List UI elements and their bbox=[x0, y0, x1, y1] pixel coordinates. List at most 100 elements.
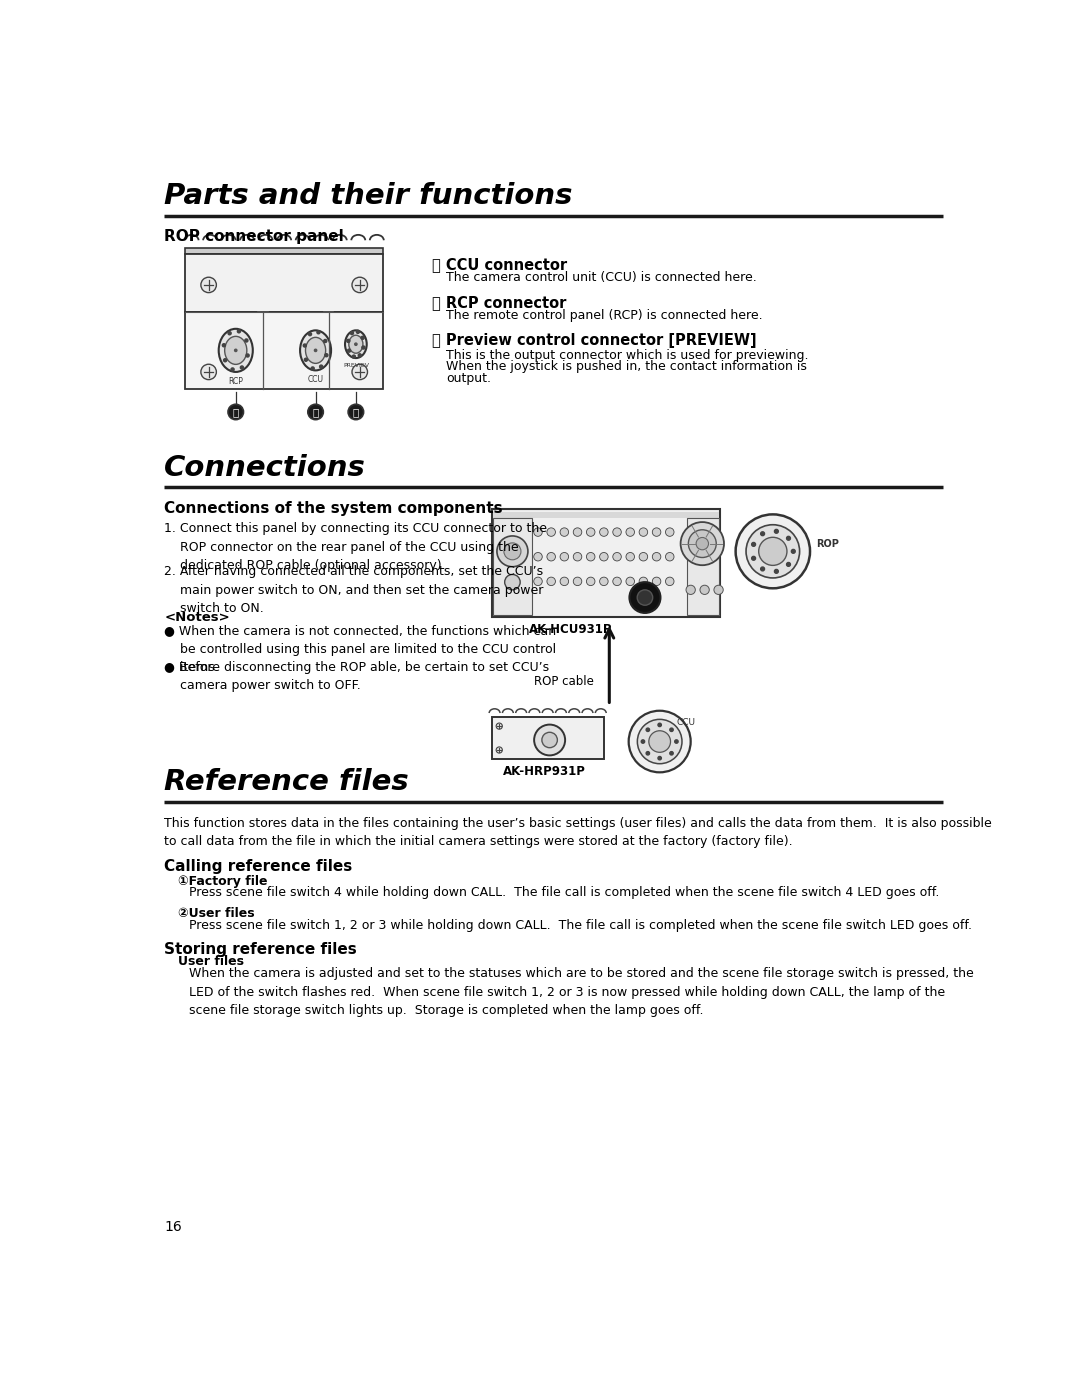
Ellipse shape bbox=[345, 330, 367, 358]
Text: Calling reference files: Calling reference files bbox=[164, 859, 353, 874]
Circle shape bbox=[224, 358, 227, 362]
Circle shape bbox=[665, 527, 674, 536]
Bar bbox=[494, 512, 718, 518]
Circle shape bbox=[546, 527, 555, 536]
Circle shape bbox=[534, 527, 542, 536]
Text: AK-HCU931P: AK-HCU931P bbox=[529, 623, 612, 637]
Circle shape bbox=[688, 530, 716, 557]
Circle shape bbox=[626, 578, 634, 586]
Circle shape bbox=[599, 578, 608, 586]
Text: 1. Connect this panel by connecting its CCU connector to the
    ROP connector o: 1. Connect this panel by connecting its … bbox=[164, 522, 548, 572]
Text: output.: output. bbox=[446, 372, 490, 385]
Text: Parts and their functions: Parts and their functions bbox=[164, 182, 573, 210]
Circle shape bbox=[675, 740, 678, 743]
Circle shape bbox=[546, 553, 555, 561]
Circle shape bbox=[535, 725, 565, 755]
Circle shape bbox=[752, 543, 756, 547]
Bar bbox=[491, 716, 604, 760]
Circle shape bbox=[347, 340, 350, 343]
Text: ⓙ: ⓙ bbox=[232, 407, 239, 417]
Circle shape bbox=[504, 575, 521, 590]
Text: ROP connector panel: ROP connector panel bbox=[164, 229, 345, 245]
Bar bbox=[491, 509, 720, 617]
Circle shape bbox=[646, 727, 649, 732]
Circle shape bbox=[639, 578, 648, 586]
Circle shape bbox=[665, 553, 674, 561]
Circle shape bbox=[534, 553, 542, 561]
Ellipse shape bbox=[306, 337, 326, 364]
Circle shape bbox=[599, 553, 608, 561]
Circle shape bbox=[652, 527, 661, 536]
Circle shape bbox=[359, 354, 362, 357]
Circle shape bbox=[561, 527, 568, 536]
Circle shape bbox=[686, 585, 696, 595]
Circle shape bbox=[586, 553, 595, 561]
Text: Connections of the system components: Connections of the system components bbox=[164, 501, 503, 515]
Circle shape bbox=[786, 562, 791, 567]
Circle shape bbox=[496, 723, 502, 729]
Circle shape bbox=[746, 525, 799, 578]
Circle shape bbox=[629, 711, 691, 772]
Circle shape bbox=[362, 346, 365, 350]
Circle shape bbox=[586, 527, 595, 536]
Text: Storing reference files: Storing reference files bbox=[164, 942, 357, 957]
Circle shape bbox=[637, 719, 681, 764]
Circle shape bbox=[228, 332, 231, 334]
Bar bbox=[186, 312, 383, 389]
Circle shape bbox=[626, 527, 634, 536]
Circle shape bbox=[714, 585, 724, 595]
Circle shape bbox=[735, 515, 810, 589]
Circle shape bbox=[504, 543, 521, 560]
Circle shape bbox=[573, 553, 582, 561]
Circle shape bbox=[680, 522, 724, 565]
Circle shape bbox=[758, 537, 787, 565]
Circle shape bbox=[649, 730, 671, 753]
Bar bbox=[186, 248, 383, 255]
Circle shape bbox=[573, 578, 582, 586]
Bar bbox=[494, 518, 531, 616]
Circle shape bbox=[245, 339, 248, 341]
Ellipse shape bbox=[300, 330, 332, 371]
Circle shape bbox=[630, 582, 661, 613]
Circle shape bbox=[234, 350, 237, 351]
Text: ⓘ CCU connector: ⓘ CCU connector bbox=[432, 257, 567, 273]
Circle shape bbox=[646, 751, 649, 755]
Text: ②User files: ②User files bbox=[178, 907, 255, 921]
Text: ⓚ: ⓚ bbox=[353, 407, 359, 417]
Circle shape bbox=[626, 553, 634, 561]
Circle shape bbox=[228, 404, 243, 420]
Circle shape bbox=[670, 727, 673, 732]
Circle shape bbox=[350, 332, 353, 334]
Circle shape bbox=[348, 350, 351, 353]
Text: When the joystick is pushed in, the contact information is: When the joystick is pushed in, the cont… bbox=[446, 361, 807, 374]
Circle shape bbox=[309, 333, 311, 336]
Text: <Notes>: <Notes> bbox=[164, 610, 230, 624]
Circle shape bbox=[546, 578, 555, 586]
Circle shape bbox=[652, 553, 661, 561]
Text: ROP cable: ROP cable bbox=[535, 674, 594, 687]
Text: Press scene file switch 4 while holding down CALL.  The file call is completed w: Press scene file switch 4 while holding … bbox=[189, 887, 940, 900]
Ellipse shape bbox=[225, 336, 247, 364]
Text: CCU: CCU bbox=[677, 719, 696, 727]
Bar bbox=[687, 518, 718, 616]
Text: User files: User files bbox=[178, 956, 244, 968]
Circle shape bbox=[201, 277, 216, 292]
Text: AK-HRP931P: AK-HRP931P bbox=[503, 765, 586, 778]
Circle shape bbox=[792, 550, 795, 553]
Circle shape bbox=[752, 557, 756, 560]
Text: ● When the camera is not connected, the functions which can
    be controlled us: ● When the camera is not connected, the … bbox=[164, 624, 556, 674]
Circle shape bbox=[774, 529, 779, 533]
Text: ①Factory file: ①Factory file bbox=[178, 874, 268, 888]
Text: The remote control panel (RCP) is connected here.: The remote control panel (RCP) is connec… bbox=[446, 309, 762, 322]
Text: ⓚ Preview control connector [PREVIEW]: ⓚ Preview control connector [PREVIEW] bbox=[432, 333, 756, 348]
Circle shape bbox=[658, 723, 661, 726]
Circle shape bbox=[586, 578, 595, 586]
Bar bbox=[186, 248, 383, 255]
Text: PREVIEV: PREVIEV bbox=[342, 362, 369, 368]
Circle shape bbox=[305, 358, 308, 361]
Circle shape bbox=[774, 569, 779, 574]
Circle shape bbox=[325, 354, 328, 357]
Circle shape bbox=[231, 368, 234, 371]
Circle shape bbox=[697, 537, 708, 550]
Circle shape bbox=[542, 732, 557, 747]
